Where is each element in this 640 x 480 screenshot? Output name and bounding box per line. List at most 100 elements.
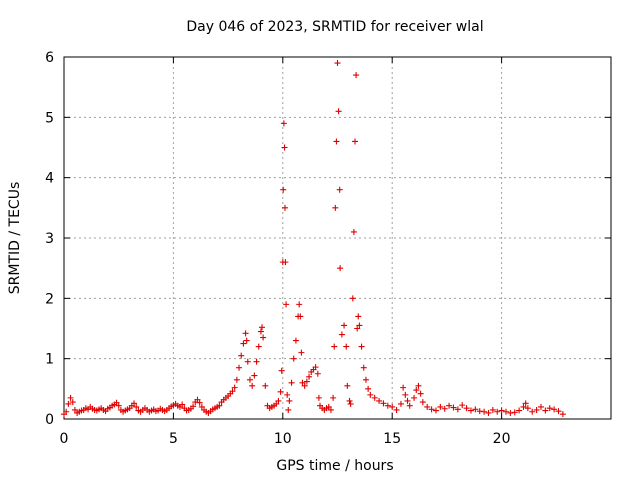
data-point: [331, 343, 338, 350]
data-point: [350, 228, 357, 235]
data-point: [242, 330, 249, 337]
data-point: [476, 408, 483, 415]
data-point: [389, 403, 396, 410]
data-point: [402, 391, 409, 398]
data-point: [231, 384, 238, 391]
data-point: [286, 397, 293, 404]
data-point: [413, 387, 420, 394]
data-point: [281, 144, 288, 151]
data-point: [428, 406, 435, 413]
data-point: [406, 402, 413, 409]
data-point: [337, 265, 344, 272]
data-point: [285, 406, 292, 413]
x-tick-label: 5: [169, 431, 178, 447]
data-point: [424, 403, 431, 410]
data-point: [244, 358, 251, 365]
data-point: [115, 402, 122, 409]
y-tick-label: 1: [45, 352, 54, 368]
data-point: [463, 405, 470, 412]
data-point: [353, 72, 360, 79]
data-point: [292, 337, 299, 344]
data-point: [419, 399, 426, 406]
data-point: [367, 391, 374, 398]
chart-title: Day 046 of 2023, SRMTID for receiver wla…: [186, 19, 483, 35]
x-tick-label: 15: [383, 431, 401, 447]
data-point: [240, 340, 247, 347]
data-point: [259, 324, 266, 331]
data-point: [516, 407, 523, 414]
data-point: [450, 404, 457, 411]
data-point: [344, 382, 351, 389]
data-point: [494, 408, 501, 415]
data-point: [325, 403, 332, 410]
data-point: [131, 400, 138, 407]
data-point: [352, 138, 359, 145]
data-point: [238, 352, 245, 359]
data-point: [306, 373, 313, 380]
tick-layer: 0 5 10 15 20 0 1 2 3 4 5 6: [45, 50, 611, 447]
data-point: [71, 406, 78, 413]
grid-layer: [64, 57, 611, 419]
data-point: [314, 370, 321, 377]
data-point: [511, 409, 518, 416]
data-point: [524, 405, 531, 412]
data-point: [327, 406, 334, 413]
data-point: [489, 406, 496, 413]
data-point: [454, 406, 461, 413]
y-tick-label: 4: [45, 171, 54, 187]
data-point: [255, 343, 262, 350]
data-point: [283, 301, 290, 308]
data-point: [251, 372, 258, 379]
data-point: [393, 406, 400, 413]
data-point: [296, 301, 303, 308]
data-point: [358, 343, 365, 350]
data-point: [522, 400, 529, 407]
data-point: [280, 120, 287, 127]
data-point: [459, 402, 466, 409]
data-point: [298, 349, 305, 356]
data-point: [273, 400, 280, 407]
data-point: [365, 385, 372, 392]
data-point: [334, 60, 341, 67]
data-point: [432, 407, 439, 414]
data-point: [437, 403, 444, 410]
data-point: [303, 378, 310, 385]
data-point: [288, 379, 295, 386]
data-point: [347, 400, 354, 407]
data-point: [262, 382, 269, 389]
data-point: [520, 403, 527, 410]
data-points: [61, 60, 566, 418]
data-point: [354, 325, 361, 332]
data-point: [65, 400, 72, 407]
data-point: [498, 407, 505, 414]
data-point: [397, 400, 404, 407]
data-point: [233, 376, 240, 383]
data-point: [249, 382, 256, 389]
data-point: [278, 367, 285, 374]
data-point: [216, 402, 223, 409]
data-point: [133, 403, 140, 410]
data-point: [551, 406, 558, 413]
data-point: [360, 364, 367, 371]
data-point: [346, 397, 353, 404]
data-point: [485, 409, 492, 416]
data-point: [336, 186, 343, 193]
data-point: [190, 403, 197, 410]
x-tick-label: 10: [274, 431, 292, 447]
data-point: [67, 394, 74, 401]
x-tick-label: 0: [60, 431, 69, 447]
y-tick-label: 5: [45, 110, 54, 126]
y-tick-label: 3: [45, 231, 54, 247]
data-point: [559, 411, 566, 418]
data-point: [411, 394, 418, 401]
data-point: [194, 396, 201, 403]
x-tick-label: 20: [493, 431, 511, 447]
data-point: [341, 322, 348, 329]
data-point: [481, 408, 488, 415]
data-point: [63, 408, 70, 415]
data-point: [533, 406, 540, 413]
data-point: [415, 382, 422, 389]
x-axis-label: GPS time / hours: [276, 458, 393, 474]
data-point: [349, 295, 356, 302]
